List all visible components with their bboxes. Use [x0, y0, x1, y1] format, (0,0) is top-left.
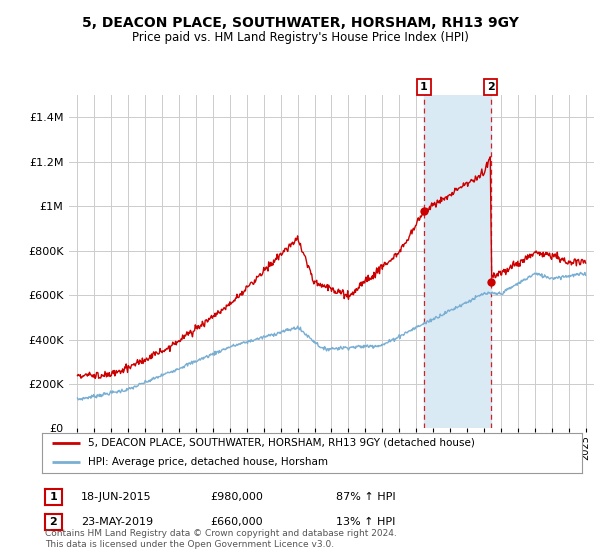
Text: 13% ↑ HPI: 13% ↑ HPI [336, 517, 395, 527]
Text: Price paid vs. HM Land Registry's House Price Index (HPI): Price paid vs. HM Land Registry's House … [131, 31, 469, 44]
Text: 87% ↑ HPI: 87% ↑ HPI [336, 492, 395, 502]
Text: 23-MAY-2019: 23-MAY-2019 [81, 517, 153, 527]
Text: 1: 1 [420, 82, 428, 92]
Text: Contains HM Land Registry data © Crown copyright and database right 2024.
This d: Contains HM Land Registry data © Crown c… [45, 529, 397, 549]
Bar [424, 95, 491, 428]
Text: £660,000: £660,000 [210, 517, 263, 527]
Text: 1: 1 [50, 492, 57, 502]
Text: 2: 2 [50, 517, 57, 527]
Text: 2: 2 [487, 82, 494, 92]
Text: 5, DEACON PLACE, SOUTHWATER, HORSHAM, RH13 9GY (detached house): 5, DEACON PLACE, SOUTHWATER, HORSHAM, RH… [88, 438, 475, 448]
Text: 5, DEACON PLACE, SOUTHWATER, HORSHAM, RH13 9GY: 5, DEACON PLACE, SOUTHWATER, HORSHAM, RH… [82, 16, 518, 30]
Text: £980,000: £980,000 [210, 492, 263, 502]
Text: 18-JUN-2015: 18-JUN-2015 [81, 492, 152, 502]
Text: HPI: Average price, detached house, Horsham: HPI: Average price, detached house, Hors… [88, 457, 328, 467]
